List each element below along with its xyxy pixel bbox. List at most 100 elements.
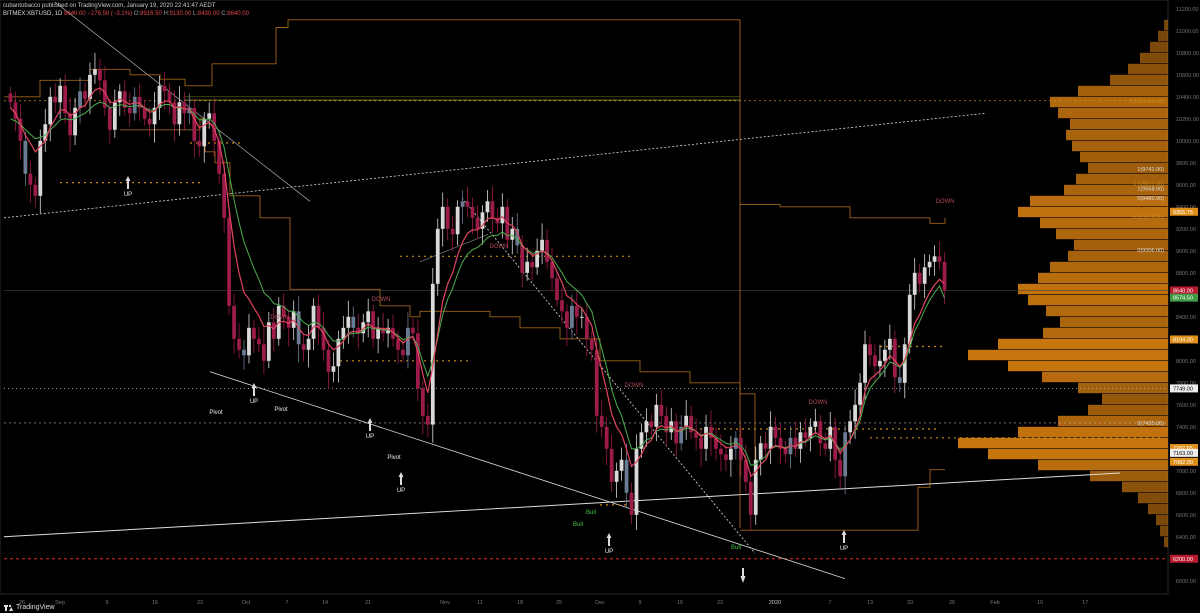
- candles: [8, 52, 947, 531]
- candle: [599, 400, 604, 438]
- time-tick-label: 26: [949, 600, 955, 606]
- price-tick-label: 8000.00: [1176, 359, 1196, 365]
- candle: [132, 87, 137, 121]
- price-tick-label: 6600.00: [1176, 513, 1196, 519]
- candle-body: [475, 217, 480, 229]
- candle-body: [232, 305, 236, 339]
- candle-body: [490, 201, 495, 218]
- candle: [261, 328, 266, 375]
- candle-body: [376, 327, 381, 339]
- candle: [271, 307, 276, 352]
- candle-body: [366, 311, 371, 323]
- candle: [73, 97, 77, 146]
- signal-label: UP: [397, 488, 405, 494]
- profile-bar: [1160, 525, 1168, 537]
- time-tick-label: 17: [1082, 600, 1088, 606]
- signal-label: UP: [366, 434, 374, 440]
- time-tick-label: 11: [477, 600, 483, 606]
- candle: [863, 330, 867, 400]
- candle: [162, 71, 167, 110]
- candle: [833, 417, 838, 479]
- candle-body: [565, 311, 569, 328]
- price-tag-bg: [1170, 335, 1198, 344]
- candle: [594, 338, 599, 433]
- candle: [281, 293, 286, 330]
- candle: [331, 352, 336, 383]
- signal-label: Bull: [731, 545, 741, 551]
- candle: [182, 91, 187, 131]
- candle-body: [848, 421, 853, 433]
- candle: [714, 427, 718, 461]
- profile-bar: [1068, 250, 1168, 262]
- candle-body: [351, 316, 356, 328]
- candle-body: [147, 118, 152, 125]
- price-tag-bg: [1170, 384, 1198, 393]
- candle-body: [892, 338, 897, 378]
- candle-body: [341, 327, 346, 339]
- candle-body: [599, 415, 604, 427]
- price-tick-label: 10400.00: [1176, 95, 1199, 101]
- lower-trendline: [209, 371, 846, 579]
- candle-body: [520, 245, 525, 273]
- profile-bar: [1088, 162, 1168, 174]
- profile-bar: [1030, 195, 1168, 207]
- profile-bar: [1040, 217, 1168, 229]
- time-tick-label: 18: [517, 600, 523, 606]
- candle: [550, 247, 554, 292]
- upper-right-step-line: [740, 204, 946, 224]
- candle: [406, 312, 410, 369]
- candle-body: [614, 470, 619, 482]
- profile-bar: [1018, 283, 1168, 295]
- candle: [252, 319, 256, 353]
- candle: [207, 102, 212, 129]
- candle-body: [371, 311, 376, 339]
- candle: [83, 83, 87, 109]
- profile-bar: [998, 338, 1168, 350]
- profile-bar: [1164, 19, 1168, 31]
- candle: [152, 92, 157, 143]
- candle-body: [18, 118, 23, 141]
- time-tick-label: 9: [105, 600, 108, 606]
- candle-body: [13, 102, 18, 119]
- price-tags: 9355.758640.008574.508194.007749.007207.…: [1170, 207, 1198, 563]
- candle-body: [649, 421, 654, 427]
- price-tick-label: 9000.00: [1176, 249, 1196, 255]
- candle: [694, 418, 698, 451]
- signal-label: DOWN: [490, 244, 509, 250]
- candle: [535, 238, 540, 275]
- candle: [306, 325, 311, 368]
- candle: [376, 317, 381, 354]
- candle-body: [773, 426, 778, 438]
- candle-body: [152, 107, 157, 125]
- candle: [873, 343, 877, 384]
- time-tick-label: 7: [285, 600, 288, 606]
- candle: [381, 312, 385, 342]
- candle-body: [450, 228, 455, 235]
- candle: [440, 192, 445, 247]
- candle-body: [704, 426, 708, 449]
- candle-body: [878, 360, 882, 367]
- profile-bar: [1058, 415, 1168, 427]
- profile-bar: [1150, 41, 1168, 53]
- candle: [127, 92, 132, 127]
- low-value: 8430.00: [197, 11, 220, 17]
- plot-border: [0, 0, 1169, 595]
- candle-body: [634, 448, 639, 515]
- candle-body: [73, 107, 77, 136]
- profile-bar: [1050, 96, 1168, 108]
- candle: [98, 58, 102, 96]
- tradingview-brand: TradingView: [16, 604, 55, 611]
- candle-body: [570, 305, 574, 328]
- candle-body: [306, 338, 311, 350]
- candle-body: [748, 481, 753, 515]
- candle-body: [435, 228, 440, 284]
- time-tick-label: 25: [556, 600, 562, 606]
- candle-body: [261, 344, 266, 361]
- candle: [242, 340, 246, 370]
- candle: [897, 364, 902, 393]
- candle-body: [68, 113, 72, 136]
- candle: [584, 303, 589, 357]
- candle: [848, 409, 853, 445]
- profile-bar: [1028, 294, 1168, 306]
